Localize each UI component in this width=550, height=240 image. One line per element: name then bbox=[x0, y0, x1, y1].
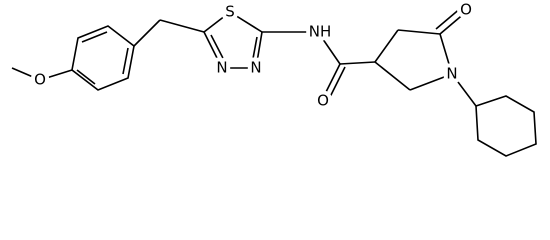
atom-label: N bbox=[216, 59, 227, 77]
atom-label: N bbox=[446, 65, 457, 83]
atom-labels: O S N N NH O N O bbox=[30, 0, 476, 114]
molecule-diagram: O S N N NH O N O bbox=[11, 0, 537, 157]
atom-label: O bbox=[317, 92, 329, 110]
atom-label: S bbox=[225, 3, 235, 21]
atom-label: O bbox=[34, 71, 46, 89]
atom-label: NH bbox=[309, 23, 332, 41]
atom-label: O bbox=[460, 1, 472, 19]
bonds bbox=[11, 6, 537, 157]
atom-label: N bbox=[250, 59, 261, 77]
